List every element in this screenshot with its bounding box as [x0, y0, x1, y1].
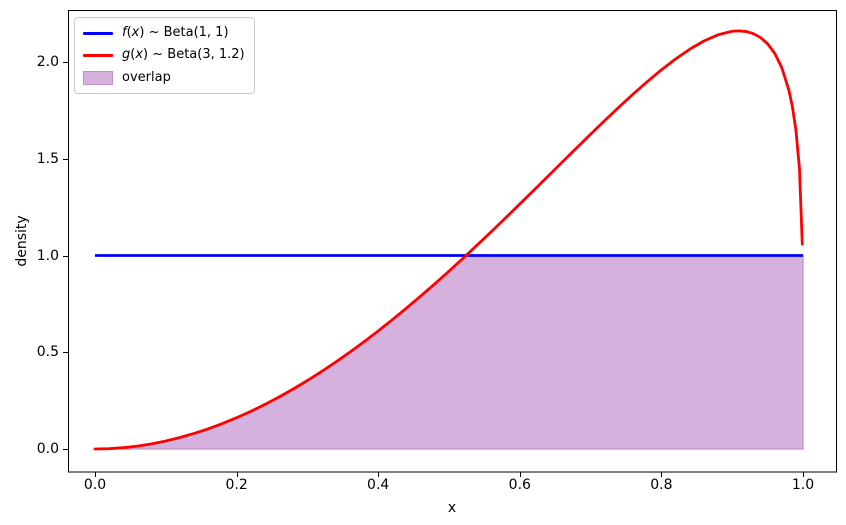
legend-label-segment: g	[122, 47, 131, 63]
x-tick-label: 0.0	[83, 477, 107, 493]
legend-label: overlap	[122, 70, 171, 86]
x-tick-label: 0.2	[225, 477, 248, 493]
legend-label-segment: x	[131, 25, 140, 40]
legend: f(x) ~ Beta(1, 1) g(x) ~ Beta(3, 1.2) over…	[74, 17, 255, 94]
y-tick-label: 0.0	[36, 440, 59, 457]
g-density-curve	[93, 29, 804, 451]
legend-patch-swatch	[83, 70, 113, 85]
legend-label-segment: (	[126, 25, 132, 40]
legend-label-segment: x	[135, 47, 144, 63]
legend-label-segment: f	[122, 25, 127, 40]
x-tick-label: 0.6	[508, 477, 531, 493]
x-axis-label: x	[447, 500, 457, 516]
legend-label-segment: ) ~ Beta(1, 1)	[139, 25, 229, 40]
y-axis-label: density	[13, 215, 30, 267]
legend-label: f(x) ~ Beta(1, 1)	[122, 25, 229, 41]
legend-label-segment: overlap	[122, 69, 171, 85]
legend-item: f(x) ~ Beta(1, 1)	[83, 25, 245, 41]
legend-item: g(x) ~ Beta(3, 1.2)	[83, 47, 245, 63]
legend-label-segment: ) ~ Beta(3, 1.2)	[143, 47, 245, 63]
y-tick-label: 1.0	[36, 247, 59, 264]
legend-label-segment: (	[130, 47, 136, 63]
legend-line-swatch	[83, 53, 113, 57]
axes-frame	[68, 10, 837, 473]
y-tick-label: 1.5	[36, 150, 59, 167]
x-tick-label: 1.0	[791, 477, 815, 493]
overlap-area	[94, 254, 804, 450]
x-tick-label: 0.8	[650, 477, 673, 493]
legend-line-swatch	[83, 31, 113, 35]
legend-label: g(x) ~ Beta(3, 1.2)	[122, 47, 245, 63]
legend-item: overlap	[83, 70, 245, 86]
x-tick-label: 0.4	[367, 477, 390, 493]
y-tick-label: 0.5	[36, 344, 59, 361]
y-tick-label: 2.0	[36, 53, 59, 70]
